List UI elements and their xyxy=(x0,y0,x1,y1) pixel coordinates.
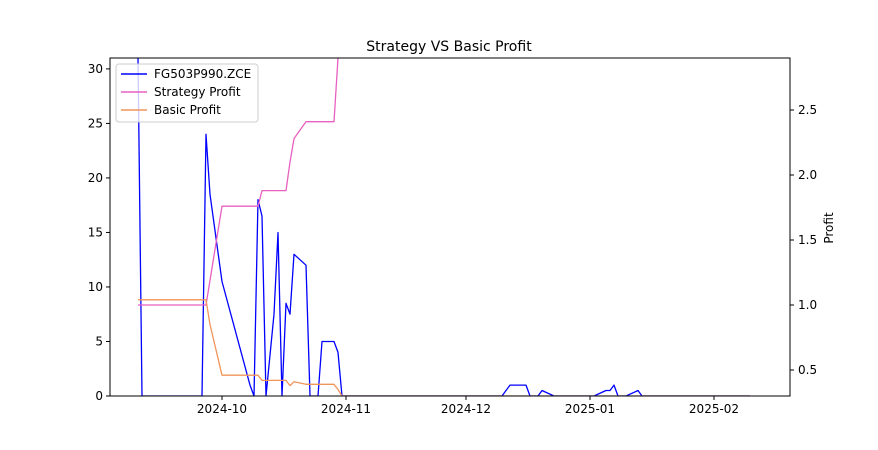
y-tick-label-right: 2.0 xyxy=(798,168,817,182)
legend-label: Basic Profit xyxy=(154,103,221,117)
x-tick-label: 2024-11 xyxy=(321,402,371,416)
plot-frame xyxy=(109,57,791,397)
y-tick-label-left: 10 xyxy=(88,280,103,294)
y-tick-label-left: 30 xyxy=(88,62,103,76)
y-tick-label-left: 15 xyxy=(88,225,103,239)
y-axis-right: 0.5 1.0 1.5 2.0 2.5 xyxy=(790,103,817,377)
series-line-basic-profit xyxy=(138,299,750,396)
series-layer xyxy=(137,58,750,396)
legend-box xyxy=(115,63,259,123)
x-tick-label: 2024-12 xyxy=(441,402,491,416)
y-axis-left: 0 5 10 15 20 25 30 xyxy=(88,62,110,403)
legend-label: Strategy Profit xyxy=(154,85,241,99)
y-tick-label-left: 25 xyxy=(88,116,103,130)
y-tick-label-right: 0.5 xyxy=(798,363,817,377)
series-line-strategy-profit xyxy=(138,58,339,306)
legend: FG503P990.ZCE Strategy Profit Basic Profit xyxy=(115,63,259,123)
y-tick-label-left: 0 xyxy=(95,389,103,403)
x-tick-label: 2025-01 xyxy=(565,402,615,416)
y-tick-label-left: 20 xyxy=(88,171,103,185)
x-tick-label: 2024-10 xyxy=(197,402,247,416)
y-tick-label-right: 1.5 xyxy=(798,233,817,247)
x-axis: 2024-10 2024-11 2024-12 2025-01 2025-02 xyxy=(197,396,739,416)
y-axis-label-right: Profit xyxy=(822,212,836,244)
y-tick-label-right: 1.0 xyxy=(798,298,817,312)
plot-area xyxy=(109,57,791,397)
y-tick-label-left: 5 xyxy=(95,334,103,348)
y-tick-label-right: 2.5 xyxy=(798,103,817,117)
series-line-fg503p990-zce xyxy=(137,58,750,396)
x-tick-label: 2025-02 xyxy=(689,402,739,416)
chart-title: Strategy VS Basic Profit xyxy=(366,39,532,55)
legend-label: FG503P990.ZCE xyxy=(154,67,251,81)
